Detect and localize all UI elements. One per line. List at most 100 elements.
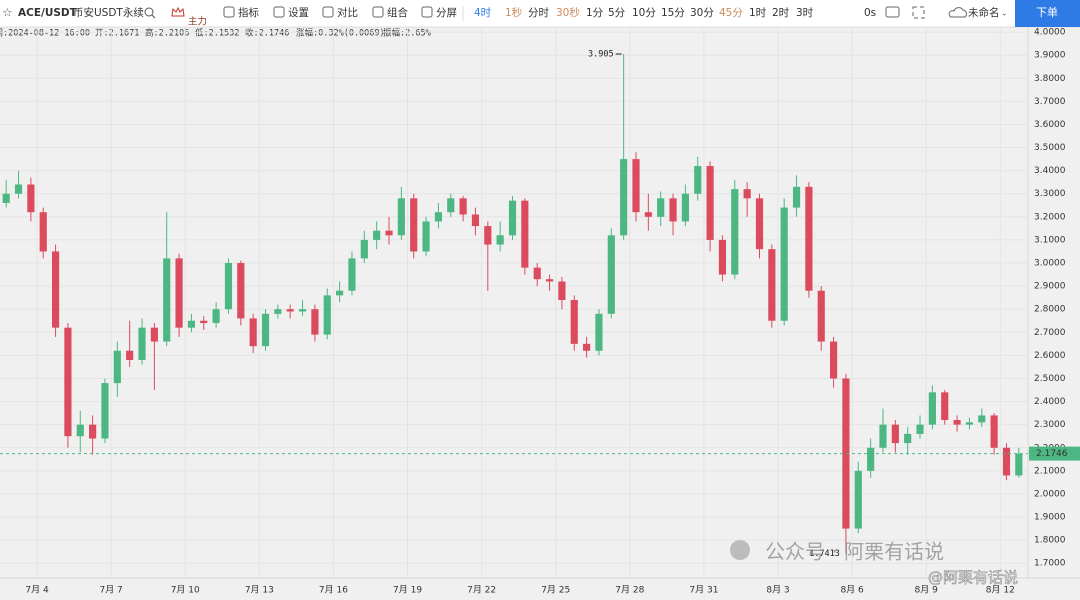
- x-tick-label: 8月 9: [915, 585, 939, 596]
- current-price-label: 2.1746: [1036, 449, 1068, 459]
- candle-body: [113, 350, 121, 384]
- x-tick-label: 8月 3: [766, 585, 789, 596]
- layout-name[interactable]: 未命名: [968, 6, 1000, 19]
- interval[interactable]: 1时: [749, 7, 767, 19]
- tool[interactable]: 设置: [288, 7, 309, 19]
- candle-body: [904, 433, 912, 444]
- candle-body: [27, 184, 35, 213]
- tool[interactable]: 分屏: [436, 7, 457, 19]
- candle-body: [323, 295, 331, 335]
- candle-body: [792, 186, 801, 208]
- cloud-icon[interactable]: [948, 7, 967, 18]
- candle-body: [447, 198, 455, 213]
- main-force[interactable]: 主力: [188, 16, 207, 28]
- candle-body: [422, 221, 430, 252]
- toolbar: [0, 0, 1080, 27]
- x-tick-label: 7月 16: [319, 585, 348, 596]
- info-bar: 时间:2024-08-12 16:00 开:2.1671 高:2.2106 低:2.1…: [0, 28, 431, 39]
- x-tick-label: 7月 31: [689, 585, 718, 596]
- y-tick-label: 2.9000: [1034, 282, 1066, 292]
- candle-body: [360, 239, 368, 259]
- candle-body: [953, 420, 961, 425]
- interval[interactable]: 15分: [661, 7, 685, 19]
- order-button-label[interactable]: 下单: [1036, 6, 1058, 19]
- low-annotation: 1.7413: [809, 549, 840, 559]
- x-tick-label: 7月 10: [171, 585, 200, 596]
- interval[interactable]: 分时: [528, 7, 549, 19]
- interval[interactable]: 10分: [632, 7, 656, 19]
- y-tick-label: 3.9000: [1034, 51, 1066, 61]
- interval[interactable]: 30分: [690, 7, 714, 19]
- interval[interactable]: 1分: [586, 7, 604, 19]
- candle-body: [373, 230, 381, 240]
- candle-body: [484, 226, 492, 245]
- candle-body: [2, 193, 10, 203]
- candle-body: [583, 343, 591, 351]
- search-icon[interactable]: [144, 7, 154, 17]
- candle-body: [175, 258, 183, 328]
- interval[interactable]: 30秒: [556, 6, 580, 19]
- candle-body: [978, 415, 986, 423]
- tool[interactable]: 组合: [387, 6, 408, 19]
- candle-body: [261, 313, 270, 347]
- candle-body: [545, 279, 554, 282]
- search-icon-handle: [151, 14, 156, 19]
- candle-body: [200, 320, 208, 324]
- candle-body: [76, 424, 84, 437]
- interval[interactable]: 45分: [719, 7, 743, 19]
- tool-icon[interactable]: [372, 6, 384, 18]
- candle-body: [632, 159, 640, 213]
- order-button[interactable]: [1015, 0, 1080, 27]
- symbol[interactable]: ACE/USDT: [18, 7, 78, 19]
- candle-body: [163, 258, 171, 342]
- y-tick-label: 4.0000: [1034, 28, 1066, 38]
- tool[interactable]: 对比: [337, 6, 358, 19]
- candle-body: [842, 378, 850, 529]
- interval[interactable]: 3时: [796, 7, 814, 19]
- tool-icon[interactable]: [322, 6, 334, 18]
- candle-body: [867, 447, 875, 471]
- tool-icon[interactable]: [273, 6, 285, 18]
- candle-body: [237, 263, 245, 319]
- tool-icon[interactable]: [223, 6, 235, 18]
- x-tick-label: 7月 22: [467, 585, 496, 596]
- interval[interactable]: 2时: [772, 7, 790, 19]
- candle-body: [274, 309, 282, 314]
- tool-icon[interactable]: [421, 6, 433, 18]
- interval[interactable]: 4时: [474, 7, 492, 19]
- fullscreen-icon[interactable]: [912, 6, 925, 19]
- candle-body: [669, 198, 677, 222]
- candle-body: [298, 309, 307, 312]
- y-tick-label: 3.2000: [1034, 212, 1066, 222]
- y-tick-label: 3.6000: [1034, 120, 1066, 130]
- y-tick-label: 3.0000: [1034, 259, 1066, 269]
- candle-body: [558, 281, 566, 300]
- camera-icon[interactable]: [885, 6, 900, 18]
- x-tick-label: 8月 6: [840, 585, 864, 596]
- watermark-handle: @阿栗有话说: [928, 569, 1018, 587]
- interval[interactable]: 5分: [608, 7, 626, 19]
- candle-body: [620, 159, 628, 236]
- candle-body: [941, 392, 949, 421]
- candle-body: [595, 313, 603, 351]
- candle-body: [607, 235, 615, 314]
- x-tick-label: 7月 4: [25, 585, 49, 596]
- candle-body: [521, 200, 529, 268]
- y-tick-label: 2.8000: [1034, 305, 1066, 315]
- x-tick-label: 7月 7: [99, 585, 122, 596]
- favorite-star[interactable]: ☆: [2, 6, 13, 20]
- y-tick-label: 2.3000: [1034, 420, 1066, 430]
- y-tick-label: 1.8000: [1034, 536, 1066, 546]
- y-tick-label: 2.6000: [1034, 351, 1066, 361]
- interval[interactable]: 1秒: [505, 6, 523, 19]
- dropdown-arrow[interactable]: ⌄: [1001, 9, 1008, 18]
- y-tick-label: 2.4000: [1034, 397, 1066, 407]
- x-tick-label: 7月 19: [393, 585, 422, 596]
- y-tick-label: 3.8000: [1034, 74, 1066, 84]
- crown-icon[interactable]: [171, 6, 185, 17]
- x-tick-label: 7月 13: [245, 585, 274, 596]
- candle-body: [39, 212, 47, 252]
- current-price-box: [1029, 446, 1080, 461]
- tool[interactable]: 指标: [238, 6, 259, 19]
